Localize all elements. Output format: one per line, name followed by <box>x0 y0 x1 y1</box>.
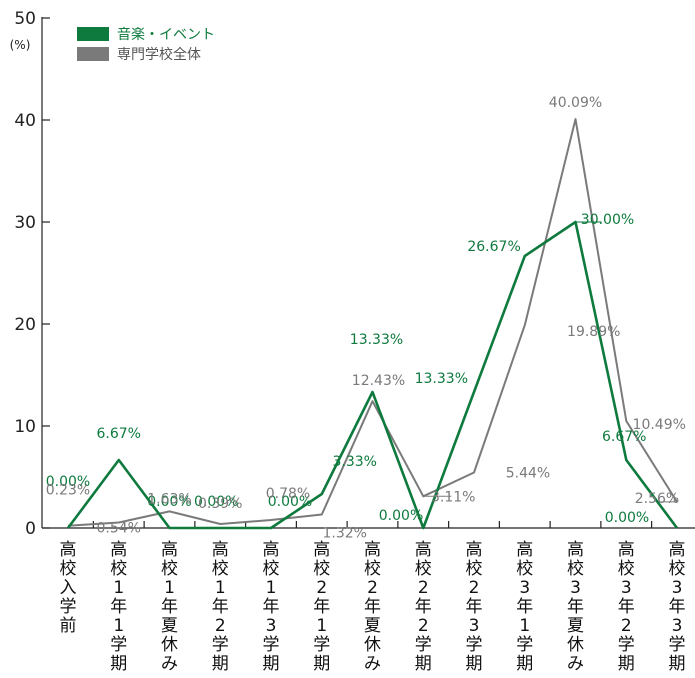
data-label: 0.00% <box>268 494 312 510</box>
y-tick-label: 20 <box>14 315 36 335</box>
y-unit-label: (%) <box>10 38 31 52</box>
data-label: 19.89% <box>567 324 620 340</box>
data-label: 0.00% <box>147 494 191 510</box>
data-label: 0.39% <box>198 496 242 512</box>
data-label: 10.49% <box>633 417 686 433</box>
y-tick-label: 30 <box>14 213 36 233</box>
x-category-label: 高校 3 年夏休み <box>567 540 584 674</box>
data-label: 0.00% <box>379 508 423 524</box>
x-category-label: 高校 2 年 3 学期 <box>466 540 483 674</box>
data-label: 6.67% <box>602 429 646 445</box>
x-category-label: 高校 1 年 2 学期 <box>212 540 229 674</box>
data-label: 3.11% <box>431 489 475 505</box>
y-tick-label: 50 <box>14 9 36 29</box>
x-category-label: 高校 3 年 2 学期 <box>618 540 635 674</box>
data-label: 0.23% <box>46 483 90 499</box>
data-label: 5.44% <box>506 466 550 482</box>
x-category-label: 高校 1 年 1 学期 <box>110 540 127 674</box>
x-category-label: 高校 1 年 3 学期 <box>263 540 280 674</box>
x-category-label: 高校 2 年 2 学期 <box>415 540 432 674</box>
legend-label: 音楽・イベント <box>117 26 215 43</box>
data-label: 0.00% <box>194 494 238 510</box>
data-label: 1.63% <box>147 491 191 507</box>
data-label: 2.56% <box>635 491 679 507</box>
x-category-label: 高校 1 年夏休み <box>161 540 178 674</box>
series-line-all-schools <box>67 118 678 527</box>
x-category-label: 高校 2 年夏休み <box>364 540 381 674</box>
y-tick-label: 0 <box>25 519 36 539</box>
data-label: 12.43% <box>352 373 405 389</box>
data-label: 1.32% <box>323 526 367 542</box>
data-label: 0.00% <box>605 510 649 526</box>
data-label: 6.67% <box>97 426 141 442</box>
data-label: 0.54% <box>97 520 141 536</box>
data-label: 26.67% <box>467 239 520 255</box>
x-category-label: 高校入学前 <box>60 540 77 636</box>
y-tick-label: 40 <box>14 111 36 131</box>
data-label: 0.00% <box>46 474 90 490</box>
data-label: 0.78% <box>266 486 310 502</box>
data-label: 13.33% <box>415 371 468 387</box>
data-label: 3.33% <box>333 454 377 470</box>
data-label: 40.09% <box>549 95 602 111</box>
legend-swatch <box>77 27 109 41</box>
y-tick-label: 10 <box>14 417 36 437</box>
data-label: 13.33% <box>350 332 403 348</box>
axes: 0 10 20 30 40 50 (%) 高校入学前 高校 1 年 1 学期 高校 1 年夏休み 高校 1 年 2 学期… <box>10 9 695 674</box>
x-category-label: 高校 2 年 1 学期 <box>313 540 330 674</box>
x-category-label: 高校 3 年 1 学期 <box>516 540 533 674</box>
x-category-label: 高校 3 年 3 学期 <box>669 540 686 674</box>
legend-swatch <box>77 47 109 61</box>
data-labels: 0.00%6.67%0.00% 0.00% 0.00%3.33%13.33%0.00… <box>46 95 686 541</box>
data-label: 30.00% <box>581 212 634 228</box>
legend-label: 専門学校全体 <box>117 46 201 63</box>
